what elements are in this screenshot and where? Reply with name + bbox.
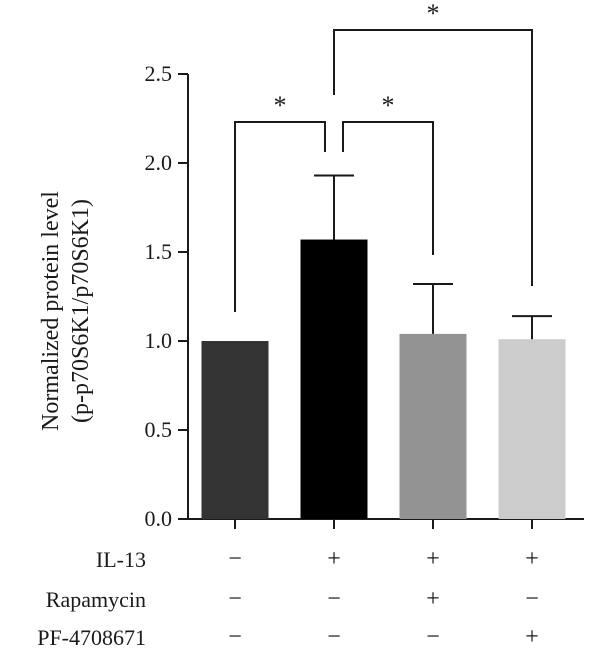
y-axis-label: Normalized protein level (p-p70S6K1/p70S6… bbox=[38, 191, 94, 431]
significance-label: * bbox=[427, 0, 440, 28]
significance-brackets: * * * bbox=[234, 0, 533, 312]
condition-minus: − bbox=[228, 624, 242, 650]
condition-plus: + bbox=[327, 546, 341, 572]
y-tick-label: 2.5 bbox=[145, 61, 173, 86]
y-tick-label: 0.0 bbox=[145, 506, 173, 531]
error-bars bbox=[314, 174, 552, 340]
condition-minus: − bbox=[426, 624, 440, 650]
y-tick-label: 1.5 bbox=[145, 239, 173, 264]
significance-label: * bbox=[382, 91, 395, 120]
condition-minus: − bbox=[327, 624, 341, 650]
bar bbox=[300, 239, 368, 520]
condition-plus: + bbox=[525, 546, 539, 572]
y-axis-title-line: Normalized protein level bbox=[38, 191, 64, 431]
bar bbox=[498, 339, 566, 519]
y-tick-label: 2.0 bbox=[145, 150, 173, 175]
condition-plus: + bbox=[426, 546, 440, 572]
condition-minus: − bbox=[228, 586, 242, 612]
condition-minus: − bbox=[228, 546, 242, 572]
condition-row-label: IL-13 bbox=[96, 547, 146, 572]
significance-bracket bbox=[342, 121, 434, 255]
bars bbox=[201, 239, 566, 520]
bar bbox=[201, 341, 269, 519]
bar bbox=[399, 333, 467, 519]
y-tick-label: 0.5 bbox=[145, 417, 173, 442]
y-tick-label: 1.0 bbox=[145, 328, 173, 353]
axes: 0.0 0.5 1.0 1.5 2.0 2.5 bbox=[145, 61, 584, 531]
significance-bracket bbox=[333, 29, 533, 286]
condition-minus: − bbox=[525, 586, 539, 612]
y-axis-title: Normalized protein level (p-p70S6K1/p70S6… bbox=[38, 191, 94, 431]
condition-table: IL-13 − + + + Rapamycin − − + − PF-4708671 − − − + bbox=[37, 546, 539, 650]
significance-bracket bbox=[234, 121, 326, 312]
condition-plus: + bbox=[426, 586, 440, 612]
condition-plus: + bbox=[525, 624, 539, 650]
y-axis-title-line: (p-p70S6K1/p70S6K1) bbox=[68, 199, 94, 423]
condition-row-label: PF-4708671 bbox=[37, 625, 146, 650]
condition-row-label: Rapamycin bbox=[46, 587, 146, 612]
significance-label: * bbox=[274, 91, 287, 120]
condition-minus: − bbox=[327, 586, 341, 612]
